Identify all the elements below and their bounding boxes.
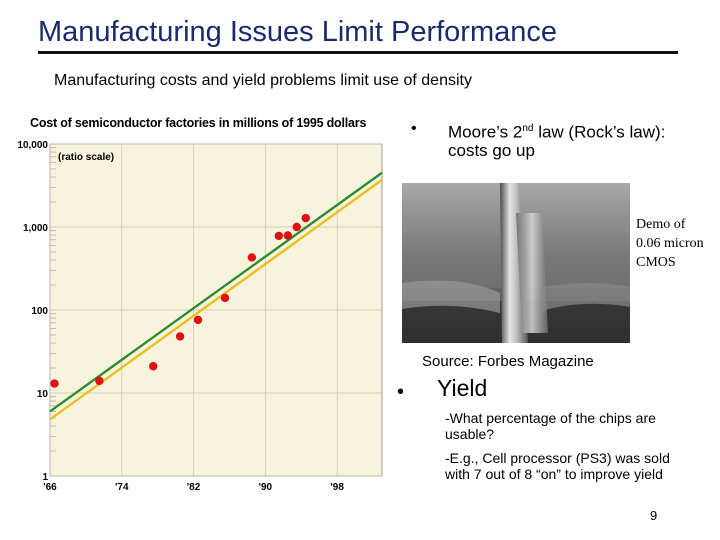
bullet-rocks-law-pre: Moore’s 2 <box>448 122 523 142</box>
y-tick-label: 10,000 <box>17 140 48 151</box>
x-tick-label: '98 <box>330 482 344 493</box>
slide-title: Manufacturing Issues Limit Performance <box>38 16 557 48</box>
data-point <box>148 362 158 371</box>
ratio-scale-annotation: (ratio scale) <box>58 152 114 163</box>
data-point <box>247 253 257 262</box>
sub-bullet-cell-processor: -E.g., Cell processor (PS3) was sold wit… <box>445 450 670 482</box>
chart-title: Cost of semiconductor factories in milli… <box>30 116 367 130</box>
slide-subtitle: Manufacturing costs and yield problems l… <box>54 72 472 89</box>
data-point <box>292 222 301 232</box>
x-tick-label: '82 <box>187 482 201 493</box>
x-tick-label: '66 <box>43 482 57 493</box>
x-tick-label: '90 <box>259 482 273 493</box>
bullet-rocks-law-sup: nd <box>522 123 534 134</box>
bullet-rocks-law: Moore’s 2nd law (Rock’s law): costs go u… <box>448 120 698 160</box>
bullet-yield: Yield <box>437 375 488 401</box>
bullet-marker: • <box>397 381 405 403</box>
data-point <box>193 315 203 325</box>
data-point <box>301 213 310 223</box>
data-point <box>283 231 292 240</box>
trend-line-green <box>49 171 383 413</box>
cmos-micrograph-image <box>402 183 630 343</box>
title-underline <box>38 51 678 54</box>
y-tick-label: 1,000 <box>23 223 48 234</box>
trend-line-yellow <box>49 178 383 421</box>
page-number: 9 <box>650 508 658 523</box>
data-point <box>175 332 185 341</box>
image-caption: Demo of 0.06 micron CMOS <box>636 217 704 270</box>
factory-cost-chart: 1 10 100 1,000 10,000 '66 '74 '82 '90 '98 (ratio s… <box>17 140 383 493</box>
bullet-rocks-law-post: law (Rock’s law): costs go up <box>448 122 666 160</box>
data-point <box>50 379 59 388</box>
y-tick-label: 1 <box>42 472 48 483</box>
x-tick-label: '74 <box>115 482 129 493</box>
data-point <box>220 293 230 303</box>
image-source: Source: Forbes Magazine <box>422 353 594 370</box>
y-tick-label: 100 <box>31 306 48 317</box>
sub-bullet-usable: -What percentage of the chips are usable… <box>445 410 656 442</box>
data-point <box>95 376 104 386</box>
data-point <box>274 231 284 241</box>
y-tick-label: 10 <box>37 389 49 400</box>
bullet-marker: • <box>411 120 417 137</box>
